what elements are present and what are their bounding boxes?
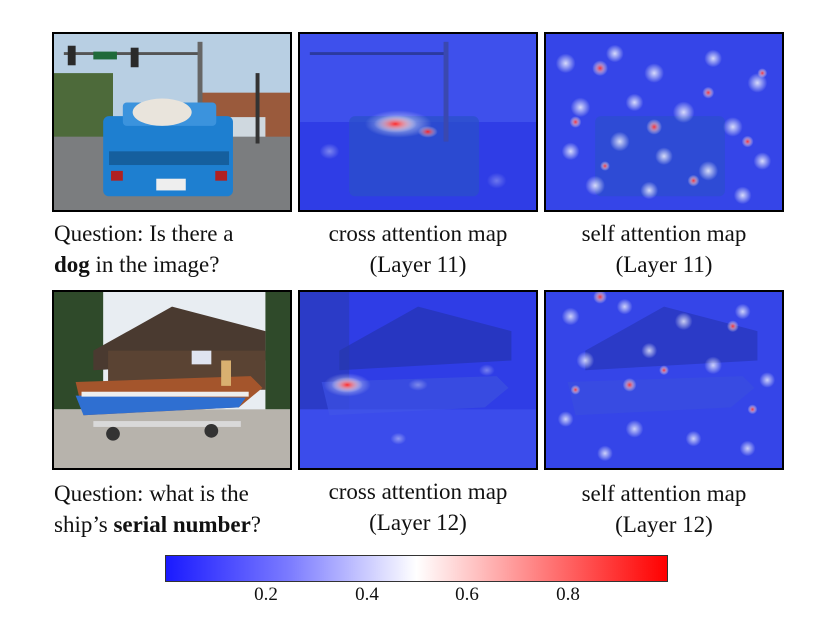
question-caption-row2: Question: what is the ship’s serial numb… [54, 478, 304, 540]
question-prefix: Question: Is there a [54, 221, 234, 246]
colorbar-tick: 0.4 [355, 584, 379, 605]
self-attention-title: self attention map [581, 221, 747, 246]
question-keyword: serial number [113, 512, 251, 537]
colorbar-tick: 0.6 [455, 584, 479, 605]
truck-self-attention-map [544, 32, 784, 212]
self-attention-layer: (Layer 11) [615, 252, 713, 277]
cross-attention-caption-row1: cross attention map (Layer 11) [298, 218, 538, 280]
cross-attention-title: cross attention map [328, 221, 508, 246]
question-caption-row1: Question: Is there a dog in the image? [54, 218, 294, 280]
boat-original-image [52, 290, 292, 470]
question-keyword: dog [54, 252, 90, 277]
colorbar-tick: 0.2 [254, 584, 278, 605]
question-suffix: in the image? [95, 252, 220, 277]
cross-attention-layer: (Layer 11) [369, 252, 467, 277]
truck-original-image [52, 32, 292, 212]
attention-colorbar [165, 555, 668, 582]
colorbar-tick: 0.8 [556, 584, 580, 605]
self-attention-caption-row2: self attention map (Layer 12) [544, 478, 784, 540]
question-prefix2: ship’s [54, 512, 108, 537]
self-attention-layer: (Layer 12) [615, 512, 713, 537]
self-attention-title: self attention map [581, 481, 747, 506]
question-suffix: ? [250, 512, 262, 537]
cross-attention-layer: (Layer 12) [369, 510, 467, 535]
truck-cross-attention-map [298, 32, 538, 212]
cross-attention-title: cross attention map [328, 479, 508, 504]
self-attention-caption-row1: self attention map (Layer 11) [544, 218, 784, 280]
boat-cross-attention-map [298, 290, 538, 470]
boat-self-attention-map [544, 290, 784, 470]
question-line1: Question: what is the [54, 481, 249, 506]
cross-attention-caption-row2: cross attention map (Layer 12) [298, 476, 538, 538]
